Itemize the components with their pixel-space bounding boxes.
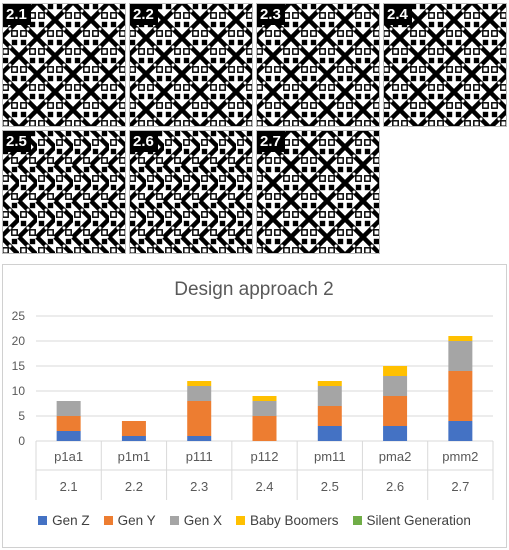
tile-label: 2.5	[3, 131, 31, 152]
pattern-image	[3, 4, 125, 126]
pattern-image	[257, 131, 379, 253]
bar-segment-gen-y-pmm2	[448, 371, 473, 421]
tile-label: 2.2	[130, 4, 158, 25]
legend-label: Baby Boomers	[249, 513, 339, 528]
legend-label: Silent Generation	[366, 513, 471, 528]
y-tick-label: 25	[12, 309, 26, 323]
bar-segment-baby-boomers-pma2	[383, 366, 408, 376]
chart-title: Design approach 2	[174, 279, 334, 300]
x-tick-label: pm11	[314, 449, 346, 464]
pattern-tile-2-5: 2.5	[2, 130, 126, 254]
bar-segment-gen-x-p112	[252, 401, 277, 416]
bar-segment-baby-boomers-p111	[187, 381, 212, 386]
legend-item: Baby Boomers	[235, 513, 339, 528]
x-tick-label: p1a1	[54, 449, 83, 464]
bar-segment-gen-z-p1m1	[121, 436, 146, 441]
pattern-tile-2-7: 2.7	[256, 130, 380, 254]
x-subcategory-label: 2.7	[451, 479, 469, 494]
x-subcategory-label: 2.2	[125, 479, 143, 494]
bar-segment-gen-y-pma2	[383, 396, 408, 426]
x-subcategory-label: 2.1	[60, 479, 78, 494]
tile-label: 2.4	[384, 4, 412, 25]
legend-label: Gen Y	[117, 513, 156, 528]
bar-segment-gen-y-p1m1	[121, 421, 146, 436]
legend-swatch	[235, 516, 245, 525]
legend-item: Gen X	[169, 513, 222, 528]
pattern-tile-2-1: 2.1	[2, 3, 126, 127]
pattern-image	[257, 4, 379, 126]
bar-segment-baby-boomers-pm11	[317, 381, 342, 386]
legend-label: Gen Z	[52, 513, 90, 528]
x-subcategory-label: 2.6	[386, 479, 404, 494]
pattern-image	[384, 4, 506, 126]
legend-item: Silent Generation	[352, 513, 471, 528]
pattern-tile-2-3: 2.3	[256, 3, 380, 127]
x-subcategory-label: 2.4	[255, 479, 273, 494]
bar-segment-gen-x-p111	[187, 386, 212, 401]
tile-label: 2.7	[257, 131, 285, 152]
pattern-tiles-panel: 2.1 2.2 2.3 2.4 2.5 2.6 2.7	[0, 0, 509, 258]
tile-label: 2.3	[257, 4, 285, 25]
bar-segment-gen-x-pmm2	[448, 341, 473, 371]
bar-chart: Design approach 2 0 5 10 15 20 25 p1a1 2.1 p1m1 2.…	[12, 279, 494, 500]
x-tick-label: p1m1	[118, 449, 151, 464]
bar-segment-gen-z-pm11	[317, 426, 342, 441]
y-tick-label: 5	[18, 409, 25, 423]
pattern-tile-2-2: 2.2	[129, 3, 253, 127]
bar-segment-baby-boomers-pmm2	[448, 336, 473, 341]
y-tick-label: 15	[12, 359, 26, 373]
pattern-image	[130, 131, 252, 253]
bar-segment-gen-x-pm11	[317, 386, 342, 406]
y-tick-label: 10	[12, 384, 26, 398]
pattern-tile-2-4: 2.4	[383, 3, 507, 127]
bar-segment-baby-boomers-p112	[252, 396, 277, 401]
chart-container: Design approach 2 0 5 10 15 20 25 p1a1 2.1 p1m1 2.…	[2, 264, 507, 548]
legend-swatch	[38, 516, 48, 525]
legend-swatch	[352, 516, 362, 525]
bar-segment-gen-y-pm11	[317, 406, 342, 426]
pattern-tile-2-6: 2.6	[129, 130, 253, 254]
tile-label: 2.6	[130, 131, 158, 152]
bar-segment-gen-x-p1a1	[56, 401, 81, 416]
x-tick-label: p112	[251, 449, 279, 464]
tile-label: 2.1	[3, 4, 31, 25]
legend-item: Gen Y	[103, 513, 156, 528]
y-tick-label: 20	[12, 334, 26, 348]
bar-segment-gen-z-pmm2	[448, 421, 473, 441]
bar-segment-gen-z-pma2	[383, 426, 408, 441]
y-tick-label: 0	[18, 434, 25, 448]
x-subcategory-label: 2.3	[190, 479, 208, 494]
bar-segment-gen-y-p112	[252, 416, 277, 441]
bar-segment-gen-y-p1a1	[56, 416, 81, 431]
x-tick-label: pma2	[379, 449, 412, 464]
x-tick-label: pmm2	[442, 449, 478, 464]
x-subcategory-label: 2.5	[321, 479, 339, 494]
legend-item: Gen Z	[38, 513, 90, 528]
x-tick-label: p111	[186, 449, 213, 464]
bar-segment-gen-z-p1a1	[56, 431, 81, 441]
legend-swatch	[169, 516, 179, 525]
bar-segment-gen-y-p111	[187, 401, 212, 436]
legend-label: Gen X	[183, 513, 222, 528]
chart-legend: Gen Z Gen Y Gen X Baby Boomers Silent Genera…	[3, 513, 506, 528]
legend-swatch	[103, 516, 113, 525]
bar-segment-gen-x-pma2	[383, 376, 408, 396]
bar-segment-gen-z-p111	[187, 436, 212, 441]
